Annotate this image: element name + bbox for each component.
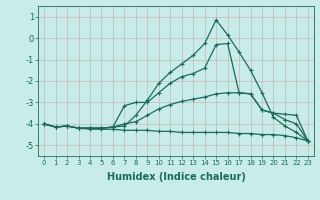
X-axis label: Humidex (Indice chaleur): Humidex (Indice chaleur) xyxy=(107,172,245,182)
